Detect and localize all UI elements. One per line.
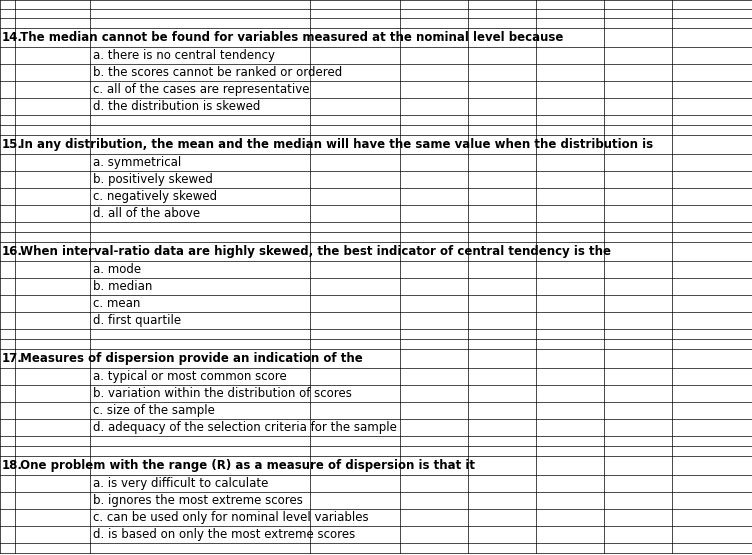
Text: b. ignores the most extreme scores: b. ignores the most extreme scores: [93, 494, 303, 507]
Text: c. size of the sample: c. size of the sample: [93, 404, 215, 417]
Text: c. negatively skewed: c. negatively skewed: [93, 190, 217, 203]
Text: d. all of the above: d. all of the above: [93, 207, 200, 220]
Text: b. variation within the distribution of scores: b. variation within the distribution of …: [93, 387, 352, 400]
Text: d. adequacy of the selection criteria for the sample: d. adequacy of the selection criteria fo…: [93, 421, 397, 434]
Text: b. positively skewed: b. positively skewed: [93, 173, 213, 186]
Text: 17.: 17.: [2, 352, 23, 365]
Text: d. is based on only the most extreme scores: d. is based on only the most extreme sco…: [93, 528, 355, 541]
Text: One problem with the range (R) as a measure of dispersion is that it: One problem with the range (R) as a meas…: [16, 459, 475, 472]
Text: In any distribution, the mean and the median will have the same value when the d: In any distribution, the mean and the me…: [16, 138, 653, 151]
Text: c. all of the cases are representative: c. all of the cases are representative: [93, 83, 310, 96]
Text: 14.: 14.: [2, 31, 23, 44]
Text: d. the distribution is skewed: d. the distribution is skewed: [93, 100, 260, 113]
Text: c. can be used only for nominal level variables: c. can be used only for nominal level va…: [93, 511, 368, 524]
Text: When interval-ratio data are highly skewed, the best indicator of central tenden: When interval-ratio data are highly skew…: [16, 245, 611, 258]
Text: Measures of dispersion provide an indication of the: Measures of dispersion provide an indica…: [16, 352, 362, 365]
Text: The median cannot be found for variables measured at the nominal level because: The median cannot be found for variables…: [16, 31, 563, 44]
Text: a. is very difficult to calculate: a. is very difficult to calculate: [93, 477, 268, 490]
Text: c. mean: c. mean: [93, 297, 141, 310]
Text: a. there is no central tendency: a. there is no central tendency: [93, 49, 275, 62]
Text: b. median: b. median: [93, 280, 153, 293]
Text: a. mode: a. mode: [93, 263, 141, 276]
Text: 16.: 16.: [2, 245, 23, 258]
Text: a. symmetrical: a. symmetrical: [93, 156, 181, 169]
Text: 15.: 15.: [2, 138, 23, 151]
Text: b. the scores cannot be ranked or ordered: b. the scores cannot be ranked or ordere…: [93, 66, 342, 79]
Text: d. first quartile: d. first quartile: [93, 314, 181, 327]
Text: a. typical or most common score: a. typical or most common score: [93, 370, 287, 383]
Text: 18.: 18.: [2, 459, 23, 472]
